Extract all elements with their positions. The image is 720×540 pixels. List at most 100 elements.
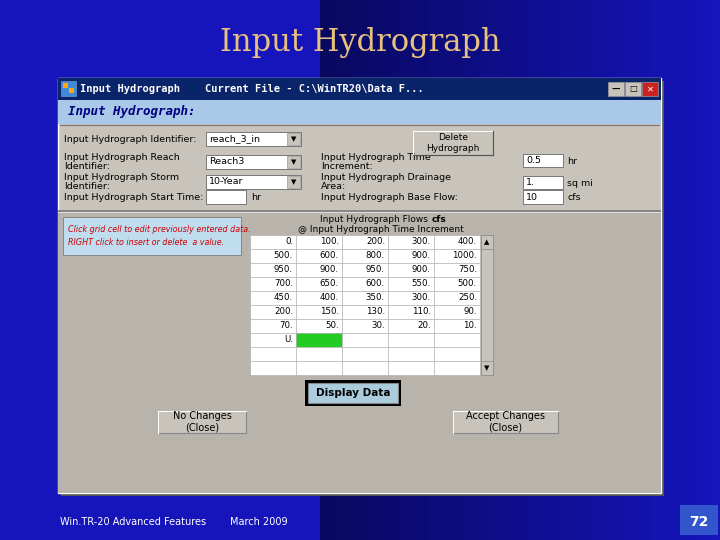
Text: 650.: 650. [320, 280, 339, 288]
Text: Input Hydrograph:: Input Hydrograph: [68, 105, 196, 118]
Bar [434, 305, 480, 319]
Bar [608, 82, 624, 96]
Text: @ Input Hydrograph Time Increment: @ Input Hydrograph Time Increment [298, 226, 464, 234]
Text: 600.: 600. [320, 252, 339, 260]
Text: 450.: 450. [274, 294, 293, 302]
Bar [296, 249, 342, 263]
Text: Reach3: Reach3 [209, 158, 244, 166]
Bar [58, 78, 661, 100]
Bar [410, 0, 420, 540]
Bar [523, 190, 563, 204]
Bar [342, 249, 388, 263]
Bar [460, 0, 470, 540]
Text: 10: 10 [526, 192, 538, 201]
Bar [388, 277, 434, 291]
Bar [206, 132, 301, 146]
Bar [434, 263, 480, 277]
Text: Input Hydrograph Identifier:: Input Hydrograph Identifier: [64, 134, 197, 144]
Bar [296, 291, 342, 305]
Bar [388, 361, 434, 375]
Bar [453, 411, 558, 433]
Bar [580, 0, 590, 540]
Text: 800.: 800. [366, 252, 385, 260]
Bar [61, 81, 664, 496]
Bar [480, 0, 490, 540]
Bar [250, 333, 296, 347]
Text: 900.: 900. [320, 266, 339, 274]
Bar [625, 82, 641, 96]
Bar [530, 0, 540, 540]
Text: 0.5: 0.5 [526, 156, 541, 165]
Text: Click grid cell to edit previously entered data.
RIGHT click to insert or delete: Click grid cell to edit previously enter… [68, 225, 251, 247]
Text: Win.TR-20 Advanced Features: Win.TR-20 Advanced Features [60, 517, 206, 527]
Bar [680, 0, 690, 540]
Bar [700, 0, 710, 540]
Bar [434, 277, 480, 291]
Bar [342, 263, 388, 277]
Bar [342, 319, 388, 333]
Text: 150.: 150. [320, 307, 339, 316]
Bar [430, 0, 440, 540]
Bar [560, 0, 570, 540]
Bar [434, 333, 480, 347]
Text: 90.: 90. [464, 307, 477, 316]
Bar [296, 333, 342, 347]
Text: 550.: 550. [412, 280, 431, 288]
Text: Increment:: Increment: [321, 162, 373, 171]
Text: 250.: 250. [458, 294, 477, 302]
Text: 130.: 130. [366, 307, 385, 316]
Text: 1.: 1. [526, 178, 535, 187]
Bar [630, 0, 640, 540]
Text: Display Data: Display Data [316, 388, 390, 398]
Text: 10-Year: 10-Year [209, 178, 243, 186]
Text: Input Hydrograph Base Flow:: Input Hydrograph Base Flow: [321, 193, 458, 202]
Bar [58, 213, 661, 493]
Bar [360, 0, 370, 540]
Bar [63, 83, 68, 88]
Text: 300.: 300. [412, 238, 431, 246]
Bar [481, 235, 493, 249]
Text: Delete
Hydrograph: Delete Hydrograph [426, 133, 480, 153]
Bar [660, 0, 670, 540]
Text: ▼: ▼ [292, 179, 297, 185]
Bar [250, 235, 480, 375]
Bar [388, 249, 434, 263]
Bar [342, 305, 388, 319]
Bar [380, 0, 390, 540]
Text: 50.: 50. [325, 321, 339, 330]
Text: 750.: 750. [458, 266, 477, 274]
Text: 20.: 20. [418, 321, 431, 330]
Text: 900.: 900. [412, 252, 431, 260]
Bar [388, 263, 434, 277]
Bar [434, 361, 480, 375]
Text: 600.: 600. [366, 280, 385, 288]
Text: 950.: 950. [366, 266, 385, 274]
Bar [400, 0, 410, 540]
Bar [158, 411, 246, 433]
Text: U.: U. [284, 335, 293, 345]
Bar [434, 319, 480, 333]
Bar [206, 175, 301, 189]
Text: 72: 72 [689, 515, 708, 529]
Text: Input Hydrograph    Current File - C:\WinTR20\Data F...: Input Hydrograph Current File - C:\WinTR… [80, 84, 424, 94]
Bar [420, 0, 430, 540]
Text: 0.: 0. [285, 238, 293, 246]
Bar [510, 0, 520, 540]
Bar [287, 156, 300, 168]
Text: Input Hydrograph Flows: Input Hydrograph Flows [320, 214, 428, 224]
Text: No Changes
(Close): No Changes (Close) [173, 411, 231, 433]
Text: 500.: 500. [458, 280, 477, 288]
Bar [287, 133, 300, 145]
Bar [308, 383, 398, 403]
Bar [640, 0, 650, 540]
Bar [340, 0, 350, 540]
Bar [413, 131, 493, 155]
Bar [296, 361, 342, 375]
Text: reach_3_in: reach_3_in [209, 134, 260, 144]
Bar [58, 78, 661, 493]
Bar [296, 305, 342, 319]
Bar [250, 291, 296, 305]
Bar [250, 249, 296, 263]
Bar [250, 277, 296, 291]
Bar [58, 212, 661, 213]
